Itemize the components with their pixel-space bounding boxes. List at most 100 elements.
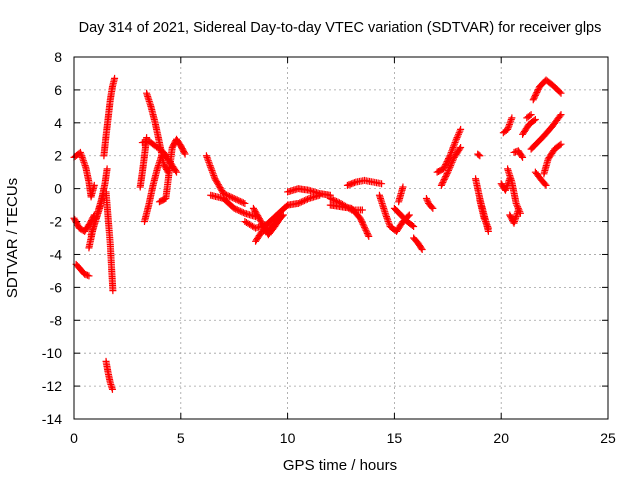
data-point: [518, 152, 526, 160]
data-point: [213, 178, 221, 186]
data-point: [542, 181, 550, 189]
data-point: [232, 205, 240, 213]
data-point: [382, 213, 390, 221]
data-point: [504, 124, 512, 132]
data-point: [363, 228, 371, 236]
data-point: [223, 191, 231, 199]
data-point: [358, 206, 366, 214]
data-point: [556, 141, 564, 149]
data-point: [519, 153, 527, 161]
data-point: [450, 140, 458, 148]
data-point: [252, 209, 260, 217]
data-point: [445, 165, 453, 173]
x-tick-label: 15: [387, 430, 403, 446]
data-point: [507, 116, 515, 124]
axis-ticks: 0 5 10 15 20 25 -14 -12 -10 -8 -6 -4 -2 0 2 4 6 8: [42, 49, 616, 446]
data-point: [556, 88, 564, 96]
data-point: [457, 125, 465, 133]
data-point: [501, 186, 509, 194]
data-point: [484, 224, 492, 232]
data-point: [331, 197, 339, 205]
data-point: [384, 216, 392, 224]
data-point: [229, 194, 237, 202]
data-point: [236, 207, 244, 215]
data-point: [109, 287, 117, 295]
data-point: [482, 219, 490, 227]
data-point: [233, 196, 241, 204]
data-point: [446, 163, 454, 171]
data-point: [328, 195, 336, 203]
data-point: [452, 137, 460, 145]
y-tick-label: 8: [54, 49, 62, 65]
data-point: [143, 134, 151, 142]
y-axis-label: SDTVAR / TECUs: [4, 178, 21, 298]
data-point: [483, 221, 491, 229]
data-point: [475, 151, 483, 159]
data-point: [230, 204, 238, 212]
data-point: [214, 181, 222, 189]
data-point: [255, 215, 263, 223]
data-point: [456, 127, 464, 135]
data-point: [90, 181, 98, 189]
data-point: [216, 184, 224, 192]
data-point: [207, 165, 215, 173]
data-point: [513, 201, 521, 209]
data-point: [399, 183, 407, 191]
data-points: [70, 74, 565, 393]
data-point: [447, 162, 455, 170]
data-point: [357, 216, 365, 224]
data-point: [226, 192, 234, 200]
data-point: [253, 210, 261, 218]
data-point: [447, 148, 455, 156]
data-point: [326, 195, 334, 203]
y-tick-label: -10: [42, 345, 62, 361]
data-point: [297, 198, 305, 206]
data-point: [452, 135, 460, 143]
data-point: [255, 213, 263, 221]
data-point: [556, 112, 564, 120]
y-tick-label: -2: [50, 214, 63, 230]
data-point: [205, 158, 213, 166]
data-point: [209, 170, 217, 178]
data-point: [224, 192, 232, 200]
data-point: [527, 111, 535, 119]
data-point: [453, 134, 461, 142]
data-point: [506, 119, 514, 127]
y-tick-label: 4: [54, 115, 62, 131]
data-point: [449, 155, 457, 163]
x-tick-label: 5: [177, 430, 185, 446]
data-point: [215, 182, 223, 190]
data-point: [557, 89, 565, 97]
data-point: [303, 195, 311, 203]
data-point: [428, 203, 436, 211]
data-point: [408, 221, 416, 229]
data-point: [378, 180, 386, 188]
data-point: [503, 183, 511, 191]
data-point: [508, 114, 516, 122]
data-point: [108, 385, 116, 393]
data-point: [158, 152, 166, 160]
grid-lines: [74, 57, 608, 419]
data-point: [361, 225, 369, 233]
data-point: [251, 207, 259, 215]
x-axis-label: GPS time / hours: [283, 457, 397, 474]
data-point: [382, 211, 390, 219]
data-point: [502, 185, 510, 193]
data-point: [405, 211, 413, 219]
data-point: [505, 120, 513, 128]
y-tick-label: -12: [42, 378, 62, 394]
data-point: [512, 199, 520, 207]
data-point: [449, 157, 457, 165]
y-tick-label: 0: [54, 181, 62, 197]
data-point: [454, 132, 462, 140]
data-point: [279, 211, 287, 219]
data-point: [451, 139, 459, 147]
data-point: [203, 153, 211, 161]
data-point: [504, 125, 512, 133]
data-point: [210, 173, 218, 181]
data-point: [173, 168, 181, 176]
data-point: [476, 152, 484, 160]
data-point: [294, 199, 302, 207]
data-point: [299, 197, 307, 205]
data-point: [360, 223, 368, 231]
